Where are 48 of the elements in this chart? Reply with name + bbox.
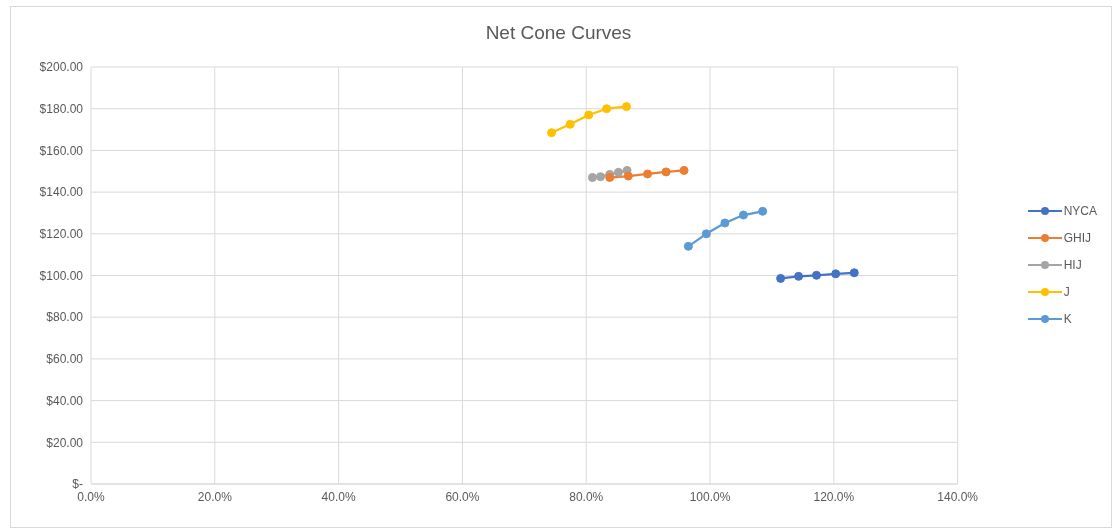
point bbox=[623, 171, 633, 181]
x-tick-label: 80.0% bbox=[569, 489, 604, 504]
legend-label: J bbox=[1063, 283, 1070, 301]
point bbox=[621, 102, 631, 112]
y-tick-label: $80.00 bbox=[46, 310, 84, 325]
point bbox=[605, 173, 615, 183]
point bbox=[613, 167, 623, 177]
point bbox=[701, 229, 711, 239]
legend-label: HIJ bbox=[1063, 256, 1082, 274]
point bbox=[683, 241, 693, 251]
y-tick-label: $20.00 bbox=[46, 435, 84, 450]
point bbox=[849, 268, 859, 278]
y-tick-label: $100.00 bbox=[39, 268, 84, 283]
point bbox=[738, 210, 748, 220]
point bbox=[679, 165, 689, 175]
point bbox=[831, 269, 841, 279]
point bbox=[776, 273, 786, 283]
point bbox=[587, 173, 597, 183]
chart-title: Net Cone Curves bbox=[484, 22, 633, 44]
point bbox=[547, 128, 557, 138]
x-tick-label: 100.0% bbox=[689, 489, 731, 504]
point bbox=[758, 206, 768, 216]
point bbox=[794, 271, 804, 281]
point bbox=[602, 104, 612, 114]
legend-label: K bbox=[1063, 310, 1072, 328]
point bbox=[595, 172, 605, 182]
x-tick-label: 20.0% bbox=[197, 489, 233, 504]
x-tick-label: 60.0% bbox=[445, 489, 480, 504]
y-tick-label: $180.00 bbox=[39, 101, 84, 116]
x-tick-label: 120.0% bbox=[813, 489, 855, 504]
x-tick-label: 40.0% bbox=[321, 489, 356, 504]
y-tick-label: $60.00 bbox=[46, 352, 84, 367]
point bbox=[661, 167, 671, 177]
point bbox=[643, 169, 653, 179]
legend-label: NYCA bbox=[1063, 202, 1097, 220]
point bbox=[565, 119, 575, 129]
y-tick-label: $140.00 bbox=[39, 185, 84, 200]
y-tick-label: $200.00 bbox=[39, 60, 84, 75]
point bbox=[584, 110, 594, 120]
x-tick-label: 140.0% bbox=[937, 489, 979, 504]
y-tick-label: $40.00 bbox=[46, 393, 84, 408]
point bbox=[720, 218, 730, 228]
y-tick-label: $160.00 bbox=[39, 143, 84, 158]
legend-label: GHIJ bbox=[1063, 229, 1091, 247]
point bbox=[812, 270, 822, 280]
y-tick-label: $- bbox=[72, 477, 83, 492]
x-tick-label: 0.0% bbox=[77, 489, 105, 504]
y-tick-label: $120.00 bbox=[39, 227, 84, 242]
